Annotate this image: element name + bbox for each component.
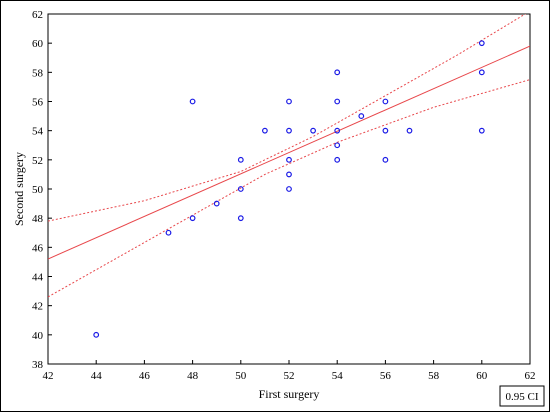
y-tick-label: 38: [32, 359, 44, 371]
data-point: [382, 127, 389, 134]
data-point: [262, 127, 268, 134]
data-points: [93, 40, 485, 338]
x-tick-label: 46: [139, 370, 151, 382]
data-point: [334, 156, 341, 163]
data-point: [334, 98, 341, 105]
y-tick-label: 58: [32, 67, 44, 79]
y-tick-label: 42: [32, 301, 43, 313]
data-point: [213, 200, 220, 207]
x-tick-label: 58: [428, 370, 440, 382]
data-point: [189, 98, 196, 105]
data-point: [286, 98, 292, 105]
y-tick-label: 52: [32, 155, 43, 167]
data-point: [286, 171, 292, 178]
x-axis-title: First surgery: [259, 387, 320, 401]
x-tick-label: 50: [235, 370, 247, 382]
data-point: [165, 229, 172, 236]
x-tick-label: 44: [91, 370, 103, 382]
x-tick-label: 42: [43, 370, 54, 382]
y-tick-label: 56: [32, 97, 44, 109]
plot-area: [47, 13, 531, 365]
data-point: [237, 156, 244, 163]
data-point: [478, 40, 485, 47]
x-tick-label: 52: [284, 370, 295, 382]
y-tick-label: 44: [32, 272, 44, 284]
legend-label: 0.95 CI: [506, 391, 539, 403]
x-tick-label: 48: [187, 370, 199, 382]
data-point: [334, 69, 341, 76]
data-point: [237, 215, 244, 222]
y-tick-label: 54: [32, 126, 44, 138]
data-point: [382, 98, 389, 105]
data-point: [334, 127, 341, 134]
y-tick-label: 46: [32, 242, 44, 254]
y-axis-title: Second surgery: [12, 152, 26, 226]
regression-line: [48, 45, 530, 260]
data-point: [382, 156, 389, 163]
x-tick-label: 62: [525, 370, 536, 382]
data-point: [286, 156, 292, 163]
data-point: [406, 127, 413, 134]
ci-lower-line: [48, 79, 530, 298]
data-point: [237, 186, 244, 192]
data-point: [358, 113, 365, 119]
legend-box: [499, 385, 545, 407]
legend: 0.95 CI: [499, 385, 545, 407]
x-tick-label: 60: [476, 370, 488, 382]
x-tick-label: 56: [380, 370, 392, 382]
ci-upper-line: [48, 14, 527, 222]
y-tick-label: 40: [32, 330, 44, 342]
data-point: [286, 127, 292, 134]
y-tick-label: 60: [32, 38, 44, 50]
data-point: [478, 69, 485, 76]
regression-lines: [48, 14, 530, 298]
data-point: [334, 142, 341, 149]
y-tick-label: 50: [32, 184, 44, 196]
data-point: [93, 331, 100, 338]
y-tick-label: 62: [32, 9, 43, 21]
data-point: [286, 186, 292, 192]
data-point: [310, 127, 317, 134]
x-tick-label: 54: [332, 370, 344, 382]
x-axis: 42 44 46 48 50 52 54 56 58 60 62: [43, 360, 536, 382]
y-tick-label: 48: [32, 213, 44, 225]
data-point: [478, 127, 485, 134]
y-axis: 38 40 42 44 46 48 50 52 54 56 58 60 62: [32, 9, 52, 371]
data-point: [189, 215, 196, 222]
